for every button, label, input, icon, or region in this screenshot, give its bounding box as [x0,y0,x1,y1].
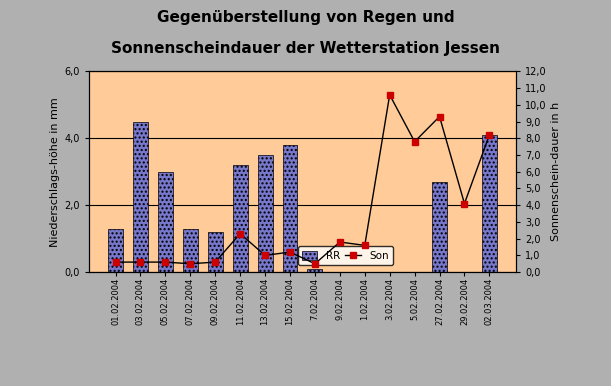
Bar [233,165,247,272]
Text: Gegenüberstellung von Regen und: Gegenüberstellung von Regen und [156,10,455,25]
Bar [208,232,222,272]
Text: Sonnenscheindauer der Wetterstation Jessen: Sonnenscheindauer der Wetterstation Jess… [111,41,500,56]
Bar [258,155,273,272]
Legend: RR, Son: RR, Son [298,246,393,265]
Bar [133,122,148,272]
Bar [158,172,173,272]
Y-axis label: Sonnenschein-dauer in h: Sonnenschein-dauer in h [551,102,561,241]
Bar [282,145,298,272]
Y-axis label: Niederschlags-höhe in mm: Niederschlags-höhe in mm [50,97,60,247]
Bar [183,229,198,272]
Bar [482,135,497,272]
Bar [108,229,123,272]
Bar [432,182,447,272]
Bar [307,269,323,272]
